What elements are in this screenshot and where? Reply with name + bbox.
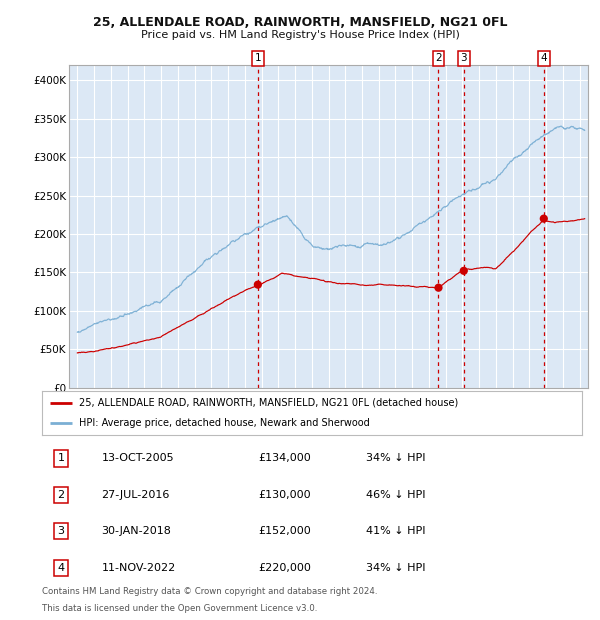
- Text: Contains HM Land Registry data © Crown copyright and database right 2024.: Contains HM Land Registry data © Crown c…: [42, 587, 377, 596]
- Text: 3: 3: [460, 53, 467, 63]
- Text: 27-JUL-2016: 27-JUL-2016: [101, 490, 170, 500]
- Text: 11-NOV-2022: 11-NOV-2022: [101, 563, 176, 573]
- Text: 34% ↓ HPI: 34% ↓ HPI: [366, 563, 425, 573]
- Text: 34% ↓ HPI: 34% ↓ HPI: [366, 453, 425, 463]
- Point: [434, 283, 443, 293]
- Text: Price paid vs. HM Land Registry's House Price Index (HPI): Price paid vs. HM Land Registry's House …: [140, 30, 460, 40]
- Text: 41% ↓ HPI: 41% ↓ HPI: [366, 526, 425, 536]
- Text: 2: 2: [58, 490, 64, 500]
- Text: 4: 4: [58, 563, 64, 573]
- Text: 30-JAN-2018: 30-JAN-2018: [101, 526, 171, 536]
- Text: This data is licensed under the Open Government Licence v3.0.: This data is licensed under the Open Gov…: [42, 603, 317, 613]
- Text: 3: 3: [58, 526, 64, 536]
- Text: £220,000: £220,000: [258, 563, 311, 573]
- Text: 2: 2: [435, 53, 442, 63]
- Text: 25, ALLENDALE ROAD, RAINWORTH, MANSFIELD, NG21 0FL: 25, ALLENDALE ROAD, RAINWORTH, MANSFIELD…: [93, 16, 507, 29]
- Text: 25, ALLENDALE ROAD, RAINWORTH, MANSFIELD, NG21 0FL (detached house): 25, ALLENDALE ROAD, RAINWORTH, MANSFIELD…: [79, 397, 458, 408]
- Text: 4: 4: [541, 53, 547, 63]
- Point: [253, 280, 263, 290]
- Point: [539, 214, 548, 224]
- Text: £134,000: £134,000: [258, 453, 311, 463]
- Text: 46% ↓ HPI: 46% ↓ HPI: [366, 490, 425, 500]
- Text: HPI: Average price, detached house, Newark and Sherwood: HPI: Average price, detached house, Newa…: [79, 418, 370, 428]
- Text: £130,000: £130,000: [258, 490, 311, 500]
- Point: [459, 266, 469, 276]
- Text: 1: 1: [58, 453, 64, 463]
- Text: 13-OCT-2005: 13-OCT-2005: [101, 453, 174, 463]
- Text: £152,000: £152,000: [258, 526, 311, 536]
- Text: 1: 1: [254, 53, 261, 63]
